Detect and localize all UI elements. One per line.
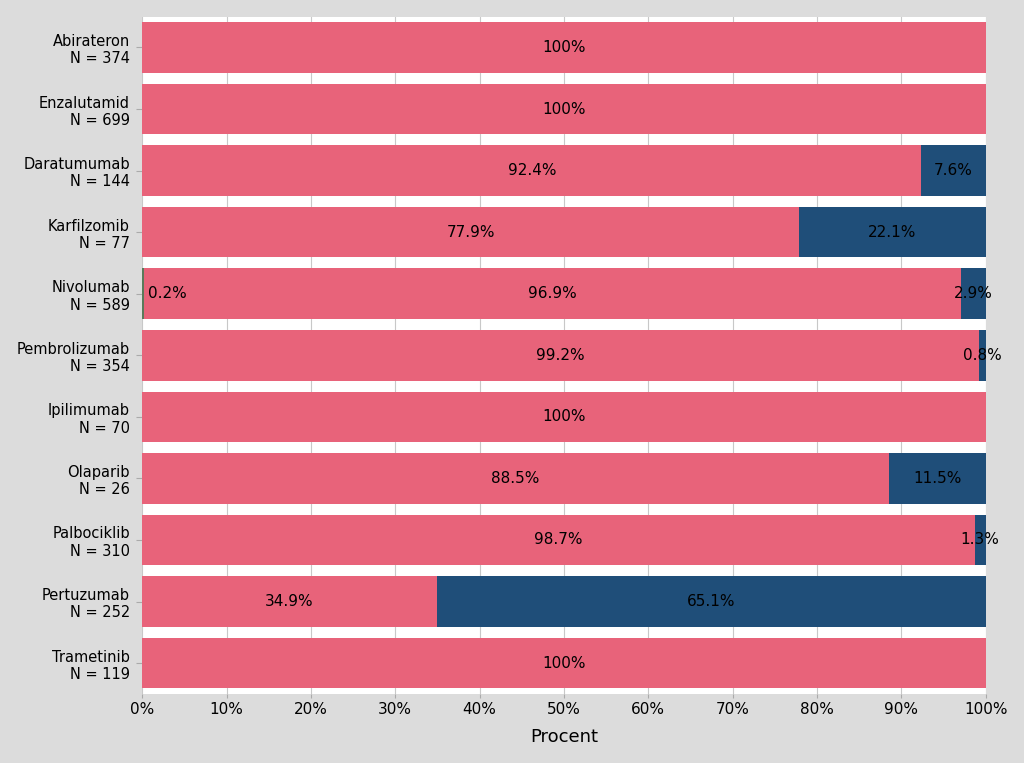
Text: 100%: 100%	[542, 40, 586, 55]
Bar	[142, 145, 922, 196]
Bar	[922, 145, 985, 196]
Text: 65.1%: 65.1%	[687, 594, 735, 609]
Bar	[142, 22, 985, 72]
Bar	[142, 453, 889, 504]
Bar	[144, 269, 962, 319]
Bar	[436, 576, 985, 626]
Text: 88.5%: 88.5%	[492, 471, 540, 486]
Text: 0.8%: 0.8%	[963, 348, 1001, 362]
Bar	[142, 269, 144, 319]
Bar	[142, 391, 985, 442]
Text: 96.9%: 96.9%	[528, 286, 577, 301]
X-axis label: Procent: Procent	[530, 729, 598, 746]
Bar	[975, 515, 985, 565]
Text: 92.4%: 92.4%	[508, 163, 556, 178]
Bar	[142, 576, 436, 626]
Bar	[142, 515, 975, 565]
Bar	[979, 330, 985, 381]
Text: 22.1%: 22.1%	[868, 224, 916, 240]
Text: 34.9%: 34.9%	[265, 594, 313, 609]
Text: 1.3%: 1.3%	[961, 533, 999, 548]
Text: 100%: 100%	[542, 101, 586, 117]
Bar	[889, 453, 985, 504]
Text: 98.7%: 98.7%	[535, 533, 583, 548]
Text: 100%: 100%	[542, 409, 586, 424]
Bar	[142, 330, 979, 381]
Text: 7.6%: 7.6%	[934, 163, 973, 178]
Bar	[142, 84, 985, 134]
Text: 11.5%: 11.5%	[913, 471, 962, 486]
Text: 77.9%: 77.9%	[446, 224, 495, 240]
Text: 100%: 100%	[542, 655, 586, 671]
Text: 0.2%: 0.2%	[148, 286, 187, 301]
Bar	[142, 638, 985, 688]
Bar	[142, 207, 799, 257]
Bar	[962, 269, 985, 319]
Bar	[799, 207, 985, 257]
Text: 2.9%: 2.9%	[954, 286, 993, 301]
Text: 99.2%: 99.2%	[537, 348, 585, 362]
